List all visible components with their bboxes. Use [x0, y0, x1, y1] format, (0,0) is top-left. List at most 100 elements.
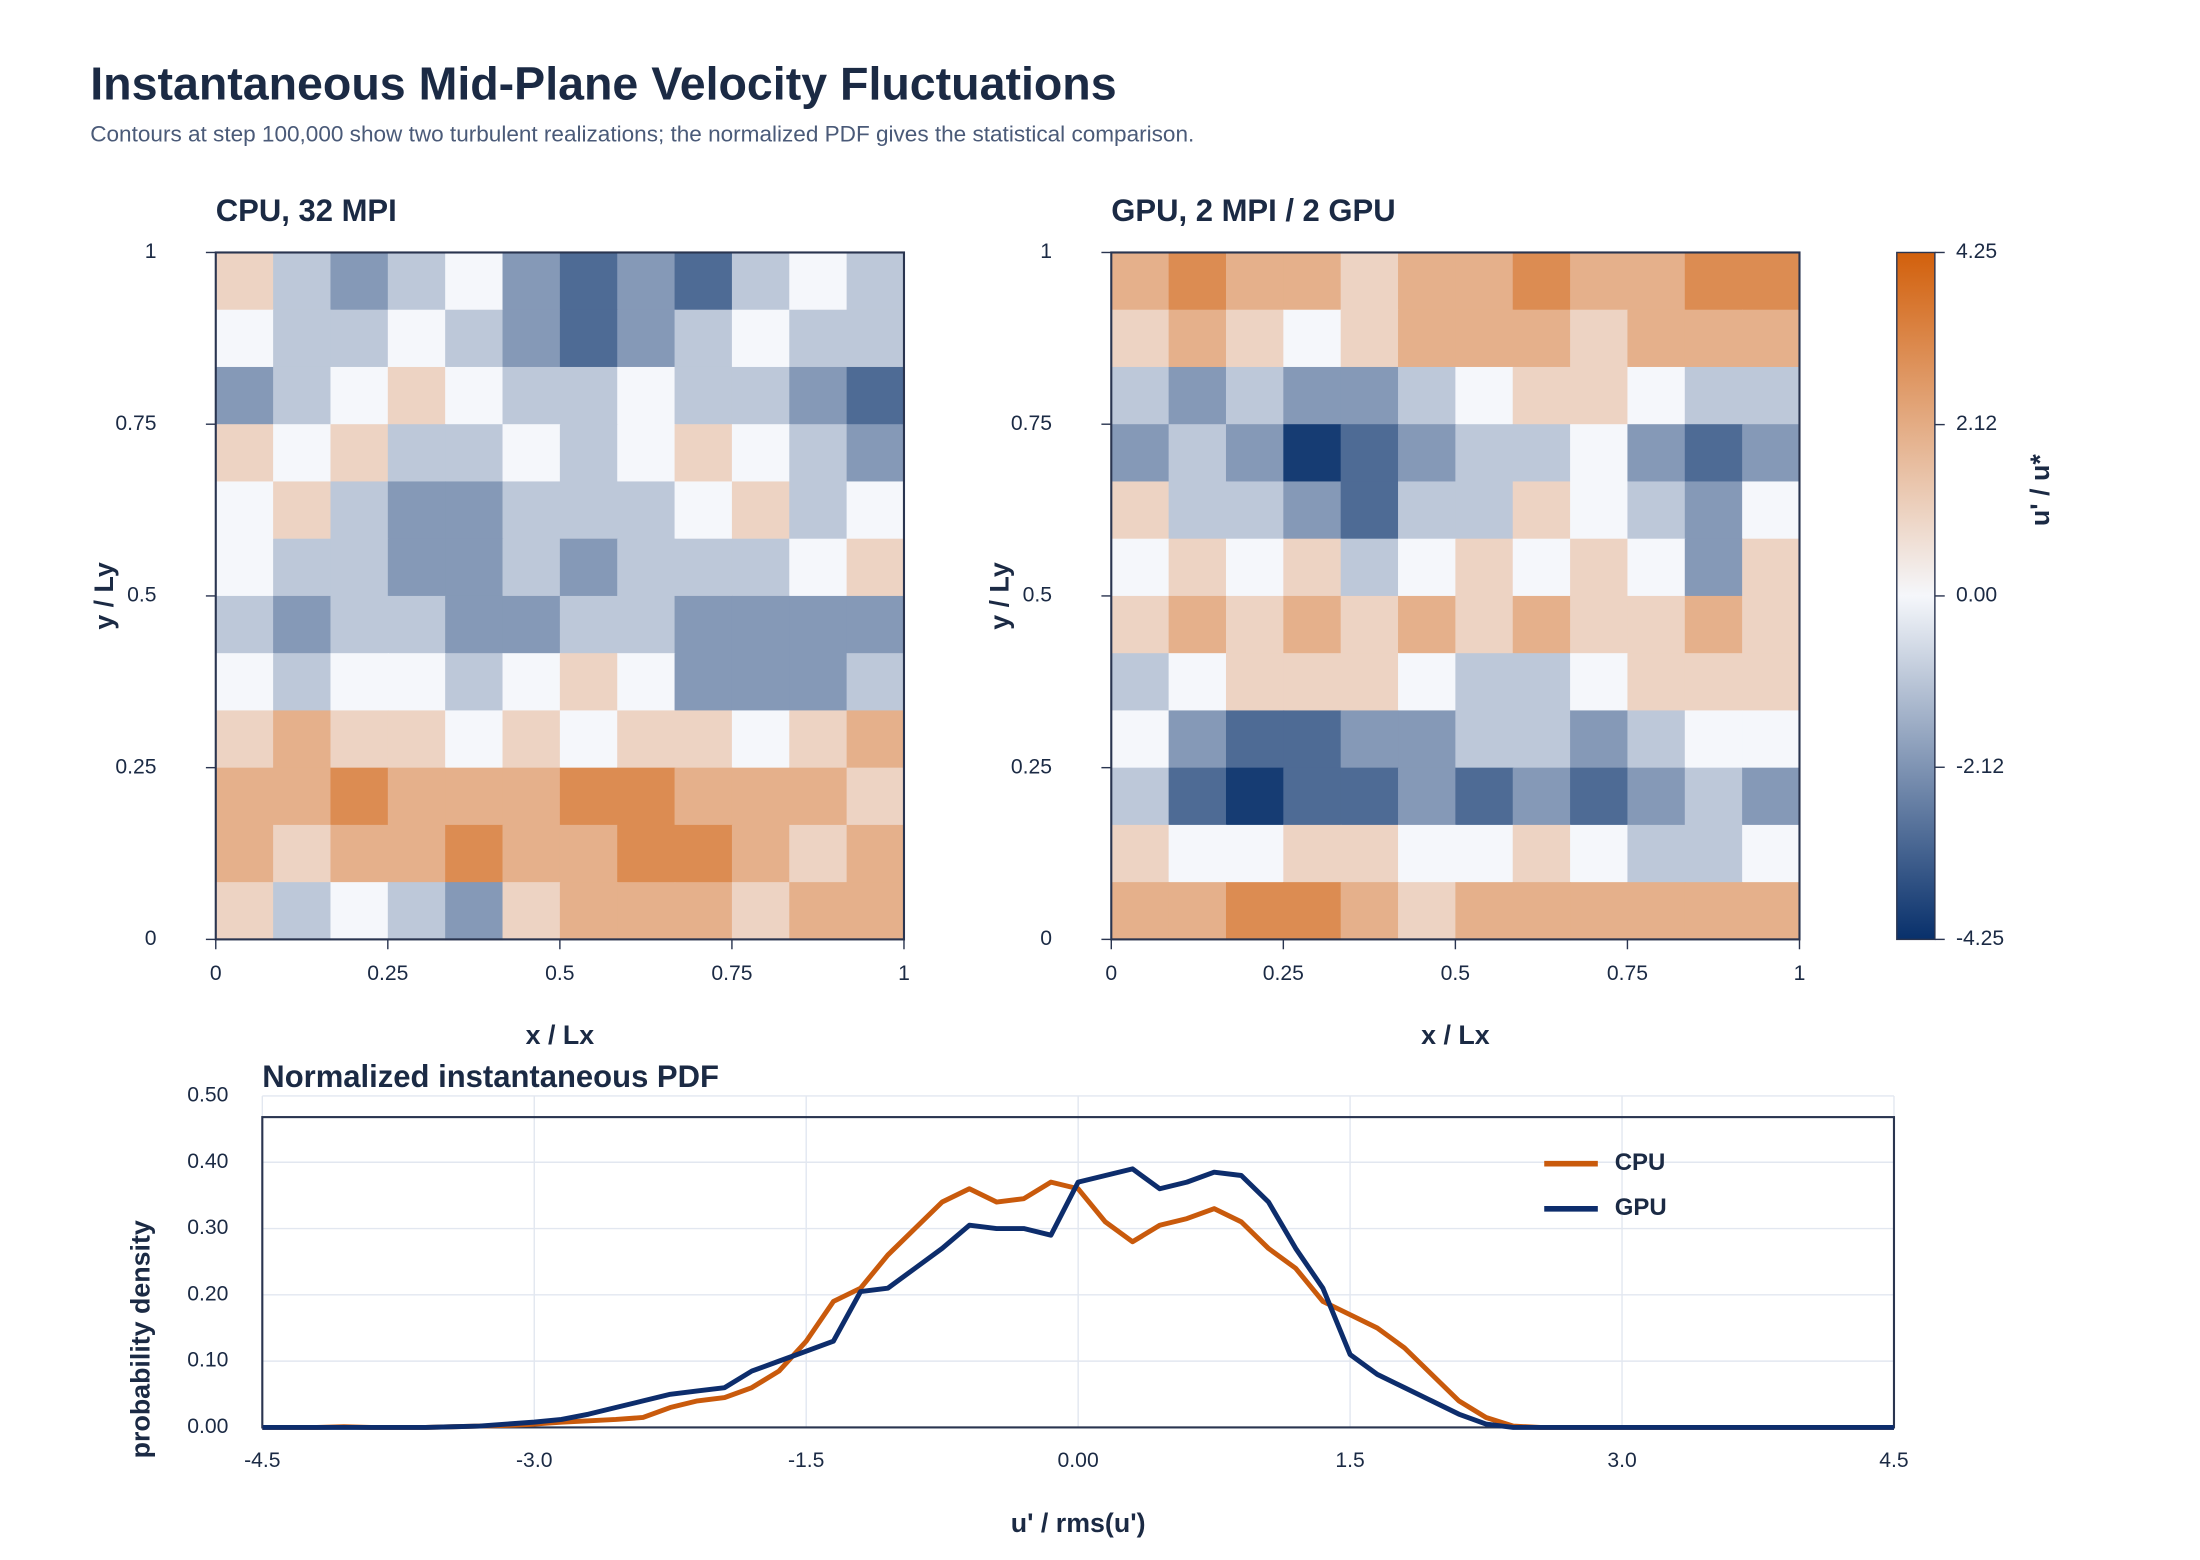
- x-tick-label: 1.5: [1335, 1449, 1364, 1472]
- heatmap-cell: [789, 424, 848, 483]
- heatmap-cell: [846, 710, 905, 769]
- heatmap-cell: [330, 824, 389, 883]
- heatmap-cell: [445, 481, 504, 540]
- heatmap-cell: [273, 653, 332, 712]
- heatmap-cell: [1684, 882, 1743, 941]
- heatmap-cell: [617, 366, 676, 426]
- heatmap-cell: [1283, 767, 1342, 826]
- heatmap-cell: [1340, 824, 1399, 883]
- heatmap-cell: [445, 309, 504, 368]
- heatmap-cell: [215, 538, 274, 597]
- heatmap-cell: [1570, 824, 1629, 883]
- heatmap-cell: [1398, 767, 1457, 826]
- heatmap-cell: [502, 595, 561, 655]
- heatmap-cell: [215, 481, 274, 540]
- heatmap-cell: [1111, 595, 1170, 655]
- colorbar-title: u' / u*: [2025, 454, 2055, 526]
- heatmap-cell: [273, 767, 332, 826]
- y-tick-label: 1: [1040, 240, 1052, 263]
- y-tick-label: 0.75: [115, 412, 156, 435]
- heatmap-cell: [1225, 366, 1285, 426]
- heatmap-cell: [1742, 252, 1801, 311]
- heatmap-cell: [1627, 767, 1686, 826]
- heatmap-cell: [1570, 653, 1629, 712]
- heatmap-cell: [1742, 653, 1801, 712]
- heatmap-cell: [1627, 882, 1686, 941]
- heatmap-cell: [731, 595, 791, 655]
- heatmap-cell: [1340, 653, 1399, 712]
- heatmap-cell: [559, 824, 619, 883]
- heatmap-cell: [502, 710, 561, 769]
- y-tick-label: 0.25: [115, 755, 156, 778]
- heatmap-cell: [1111, 710, 1170, 769]
- legend-label: CPU: [1615, 1149, 1666, 1176]
- heatmap-cell: [1111, 481, 1170, 540]
- heatmap-cell: [789, 252, 848, 311]
- heatmap-cell: [559, 424, 619, 483]
- heatmap-cell: [846, 252, 905, 311]
- x-tick-label: 0: [1105, 962, 1117, 985]
- heatmap-cell: [731, 366, 791, 426]
- x-tick-label: 0: [210, 962, 222, 985]
- heatmap-cell: [1512, 366, 1571, 426]
- heatmap-cell: [1455, 481, 1514, 540]
- heatmap-cell: [1283, 252, 1342, 311]
- heatmap-cell: [1455, 538, 1514, 597]
- heatmap-cell: [1570, 309, 1629, 368]
- heatmap-cell: [387, 366, 447, 426]
- heatmap-cell: [273, 366, 332, 426]
- heatmap-cell: [387, 309, 447, 368]
- heatmap-cell: [1627, 481, 1686, 540]
- y-axis-label: y / Ly: [89, 562, 119, 630]
- heatmap-cell: [445, 710, 504, 769]
- heatmap-cell: [1111, 366, 1170, 426]
- heatmap-cell: [1742, 309, 1801, 368]
- heatmap-cell: [387, 481, 447, 540]
- y-tick-label: 1: [145, 240, 157, 263]
- heatmap-cell: [674, 882, 733, 941]
- heatmap-cell: [1455, 710, 1514, 769]
- heatmap-cell: [1398, 424, 1457, 483]
- heatmap-cell: [1512, 595, 1571, 655]
- heatmap-cell: [1570, 595, 1629, 655]
- heatmap-cell: [502, 824, 561, 883]
- heatmap-cell: [559, 366, 619, 426]
- heatmap-cell: [1512, 710, 1571, 769]
- heatmap-cell: [1742, 882, 1801, 941]
- heatmap-cell: [1283, 309, 1342, 368]
- heatmap-cell: [1627, 424, 1686, 483]
- heatmap-cell: [502, 366, 561, 426]
- x-tick-label: 0.75: [1607, 962, 1648, 985]
- x-tick-label: 0.5: [1441, 962, 1470, 985]
- heatmap-cell: [731, 653, 791, 712]
- heatmap-cell: [731, 424, 791, 483]
- heatmap-cell: [1398, 595, 1457, 655]
- heatmap-cell: [1340, 710, 1399, 769]
- panel-title: CPU, 32 MPI: [216, 193, 397, 228]
- y-axis-label: probability density: [126, 1220, 156, 1458]
- x-axis-label: x / Lx: [1421, 1020, 1490, 1050]
- x-tick-label: -4.5: [244, 1449, 280, 1472]
- heatmap-cell: [1684, 710, 1743, 769]
- x-tick-label: 0.75: [711, 962, 752, 985]
- heatmap-cell: [330, 252, 389, 311]
- page-subtitle: Contours at step 100,000 show two turbul…: [90, 121, 1194, 146]
- heatmap-cell: [1168, 595, 1227, 655]
- heatmap-cell: [1111, 882, 1170, 941]
- heatmap-cell: [674, 366, 733, 426]
- y-tick-label: 0.75: [1011, 412, 1052, 435]
- heatmap-cell: [273, 595, 332, 655]
- heatmap-cell: [1398, 309, 1457, 368]
- heatmap-cell: [1742, 824, 1801, 883]
- heatmap-cell: [387, 595, 447, 655]
- heatmap-cell: [1570, 882, 1629, 941]
- heatmap-cell: [1111, 653, 1170, 712]
- heatmap-cell: [1283, 710, 1342, 769]
- heatmap-cell: [1168, 882, 1227, 941]
- y-tick-label: 0.30: [187, 1216, 228, 1239]
- plot-frame: [261, 1116, 1896, 1429]
- heatmap-cell: [330, 653, 389, 712]
- heatmap-cell: [1512, 767, 1571, 826]
- heatmap-cell: [1168, 309, 1227, 368]
- x-tick-label: 0.25: [1263, 962, 1304, 985]
